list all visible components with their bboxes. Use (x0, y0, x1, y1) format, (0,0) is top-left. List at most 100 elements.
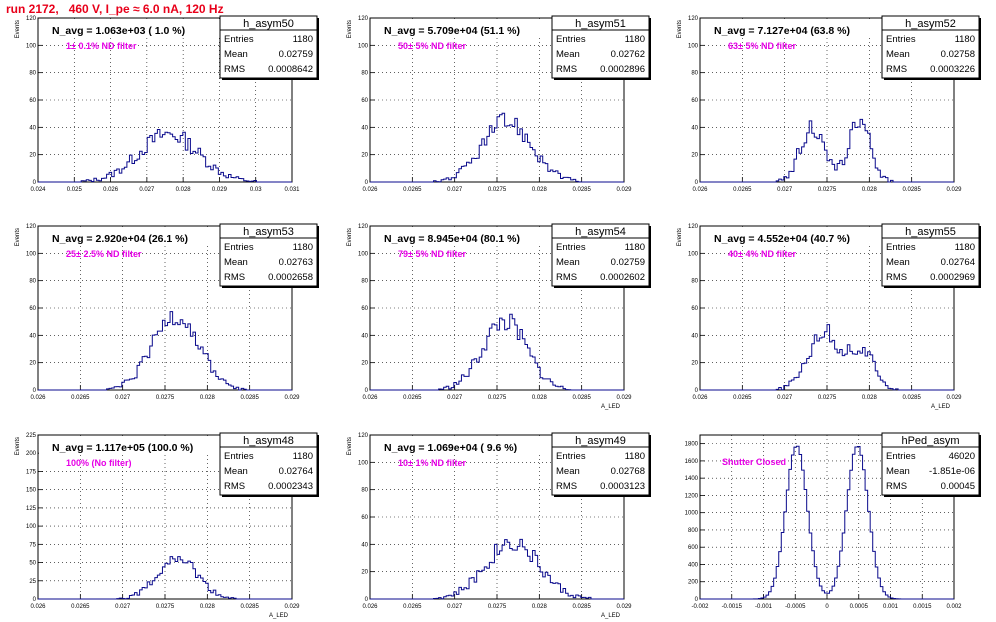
x-tick-label: 0.0275 (818, 187, 837, 193)
stats-value: 1180 (625, 451, 645, 462)
stats-value: 0.02759 (611, 257, 645, 268)
y-tick-label: 80 (361, 279, 368, 285)
y-tick-label: 0 (695, 180, 699, 186)
stats-label: Entries (886, 34, 916, 45)
stats-value: 1180 (955, 242, 975, 253)
stats-label: RMS (886, 272, 907, 283)
stats-value: 0.0002969 (930, 272, 975, 283)
n-avg-label: N_avg = 7.127e+04 (63.8 %) (714, 25, 850, 37)
y-tick-label: 80 (691, 279, 698, 285)
filter-label: Shutter Closed (722, 457, 786, 467)
y-tick-label: 1800 (685, 442, 699, 448)
filter-label: 79± 5% ND filter (398, 249, 466, 259)
stats-label: Mean (886, 49, 910, 60)
y-tick-label: 1200 (685, 493, 699, 499)
y-tick-label: 40 (361, 542, 368, 548)
y-tick-label: 175 (26, 469, 37, 475)
y-tick-label: 1400 (685, 476, 699, 482)
x-tick-label: 0.001 (883, 604, 899, 610)
y-tick-label: 20 (361, 570, 368, 576)
y-tick-label: 40 (691, 333, 698, 339)
y-axis-title: Events (347, 20, 353, 38)
x-tick-label: 0.028 (862, 395, 878, 401)
n-avg-label: N_avg = 1.069e+04 ( 9.6 %) (384, 442, 517, 454)
x-tick-label: 0.027 (777, 395, 793, 401)
x-tick-label: 0.026 (30, 604, 46, 610)
x-tick-label: 0.0265 (71, 604, 90, 610)
x-tick-label: 0.0285 (572, 395, 591, 401)
stats-label: Entries (886, 451, 916, 462)
y-tick-label: 60 (361, 98, 368, 104)
stats-label: RMS (224, 272, 245, 283)
stats-label: Entries (224, 451, 254, 462)
x-tick-label: 0.0285 (240, 604, 259, 610)
x-tick-label: 0.027 (115, 395, 131, 401)
y-tick-label: 60 (361, 306, 368, 312)
y-tick-label: 50 (29, 561, 36, 567)
n-avg-label: N_avg = 5.709e+04 (51.1 %) (384, 25, 520, 37)
page-title: run 2172, 460 V, I_pe ≈ 6.0 nA, 120 Hz (6, 2, 224, 16)
y-tick-label: 100 (358, 251, 369, 257)
y-tick-label: 40 (361, 125, 368, 131)
y-tick-label: 40 (29, 333, 36, 339)
stats-value: 0.02762 (611, 49, 645, 60)
y-tick-label: 100 (358, 43, 369, 49)
stats-label: Mean (224, 466, 248, 477)
histogram-line (700, 118, 954, 183)
stats-box (881, 15, 980, 79)
stats-box (881, 432, 980, 496)
filter-label: 25± 2.5% ND filter (66, 249, 142, 259)
histogram-name: h_asym53 (243, 226, 294, 238)
n-avg-label: N_avg = 1.063e+03 ( 1.0 %) (52, 25, 185, 37)
x-tick-label: 0.0275 (488, 604, 507, 610)
annotation-bg (371, 230, 554, 245)
y-tick-label: 60 (691, 306, 698, 312)
x-tick-label: 0.0265 (733, 187, 752, 193)
stats-label: Entries (556, 451, 586, 462)
histogram-panel-h_asym50: 0.024 0.025 0.026 0.027 0.028 0.029 0.03 0.031 0… (15, 15, 319, 193)
y-axis-title: Events (15, 228, 21, 246)
stats-value: 0.02763 (279, 257, 313, 268)
annotation-bg (39, 22, 222, 37)
x-tick-label: 0.027 (447, 187, 463, 193)
y-tick-label: 120 (26, 16, 37, 22)
x-tick-label: -0.001 (755, 604, 773, 610)
x-tick-label: 0.0275 (488, 395, 507, 401)
y-tick-label: 200 (26, 451, 37, 457)
stats-label: RMS (886, 64, 907, 75)
x-tick-label: 0.0285 (572, 187, 591, 193)
y-axis-title: Events (15, 437, 21, 455)
x-tick-label: 0.0285 (240, 395, 259, 401)
stats-value: 0.02768 (611, 466, 645, 477)
annotation-bg (371, 439, 554, 454)
filter-label: 10± 1% ND filter (398, 458, 466, 468)
y-tick-label: 0 (33, 180, 37, 186)
x-tick-label: 0.027 (139, 187, 155, 193)
stats-box (219, 223, 318, 287)
y-axis-title: Events (15, 20, 21, 38)
y-tick-label: 100 (26, 251, 37, 257)
y-tick-label: 80 (361, 488, 368, 494)
x-tick-label: 0.0265 (733, 395, 752, 401)
y-tick-label: 40 (29, 125, 36, 131)
stats-box (551, 15, 650, 79)
x-tick-label: 0.029 (212, 187, 228, 193)
y-tick-label: 60 (691, 98, 698, 104)
x-tick-label: 0.027 (777, 187, 793, 193)
stats-label: Mean (886, 466, 910, 477)
y-tick-label: 20 (361, 361, 368, 367)
stats-value: 0.0002658 (268, 272, 313, 283)
y-tick-label: 120 (358, 433, 369, 439)
histogram-panel-h_asym49: 0.026 0.0265 0.027 0.0275 0.028 0.0285 0.029 0 2… (347, 432, 651, 619)
x-tick-label: -0.0005 (785, 604, 806, 610)
n-avg-label: N_avg = 2.920e+04 (26.1 %) (52, 233, 188, 245)
x-axis-title: A_LED (601, 613, 621, 619)
y-tick-label: 0 (33, 388, 37, 394)
y-tick-label: 120 (358, 16, 369, 22)
y-tick-label: 225 (26, 433, 37, 439)
histogram-line (700, 324, 954, 391)
stats-label: Mean (556, 49, 580, 60)
n-avg-label: N_avg = 1.117e+05 (100.0 %) (52, 442, 193, 454)
stats-value: 0.0003123 (600, 481, 645, 492)
